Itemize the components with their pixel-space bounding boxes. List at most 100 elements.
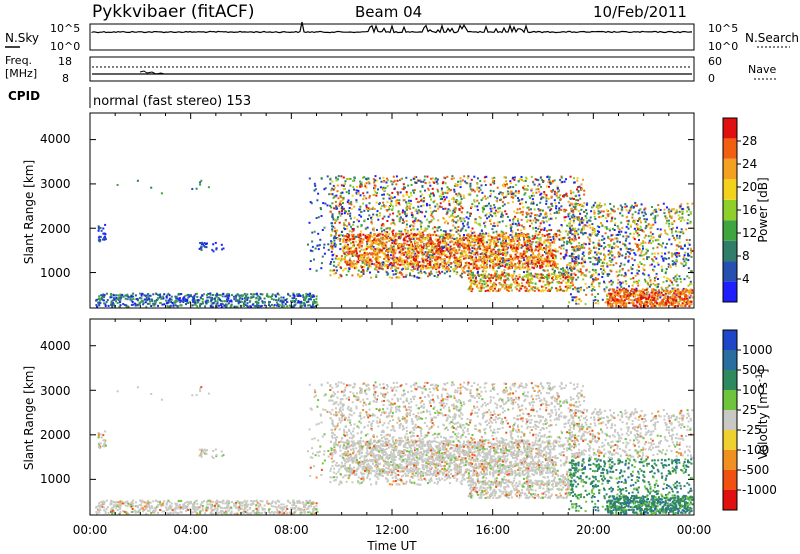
power-point-4408 [464, 250, 467, 253]
power-point-4364 [453, 254, 456, 257]
power-point-3754 [399, 235, 402, 238]
power-point-1102 [405, 215, 408, 218]
power-point-4328 [463, 267, 466, 270]
power-point-3758 [526, 237, 529, 240]
power-point-3597 [382, 236, 384, 239]
power-point-1808 [453, 188, 456, 191]
power-point-2426 [483, 241, 486, 244]
power-point-2740 [405, 208, 408, 211]
power-point-4060 [505, 258, 508, 261]
power-point-3461 [360, 253, 362, 256]
power-point-2607 [417, 219, 420, 222]
power-point-4750 [546, 278, 549, 281]
power-point-4577 [488, 277, 491, 280]
power-point-2248 [577, 257, 580, 260]
power-point-2649 [574, 195, 577, 198]
power-point-2931 [455, 221, 458, 224]
power-point-2845 [499, 207, 501, 210]
power-point-720 [323, 226, 326, 229]
power-point-4937 [596, 230, 599, 233]
power-point-1160 [367, 266, 370, 269]
power-point-4249 [552, 262, 555, 265]
power-point-1961 [579, 270, 582, 273]
power-point-3157 [353, 267, 356, 270]
power-point-4041 [364, 263, 366, 266]
power-point-3149 [494, 250, 497, 253]
power-point-3421 [530, 248, 533, 251]
power-point-4701 [511, 276, 514, 279]
power-point-1817 [408, 196, 411, 198]
power-point-2855 [359, 180, 362, 183]
power-point-3499 [362, 233, 365, 236]
power-point-4051 [430, 242, 432, 245]
power-point-2691 [522, 206, 525, 209]
power-point-2106 [344, 256, 347, 258]
power-point-4637 [472, 276, 475, 279]
power-point-55 [228, 300, 231, 303]
power-point-4368 [344, 235, 347, 237]
power-point-3068 [406, 252, 409, 255]
power-point-4388 [453, 256, 456, 259]
power-point-1896 [380, 207, 382, 210]
power-point-1921 [363, 209, 366, 212]
power-point-2974 [564, 253, 567, 256]
power-point-3192 [435, 247, 438, 250]
power-point-4404 [361, 241, 364, 244]
power-point-2556 [397, 193, 400, 196]
power-point-1104 [532, 181, 535, 184]
power-point-4852 [681, 263, 684, 266]
power-point-1874 [358, 214, 361, 217]
power-point-4064 [418, 239, 421, 242]
power-point-2546 [390, 196, 393, 199]
power-point-3323 [519, 244, 522, 246]
power-point-2603 [367, 177, 370, 180]
power-point-21 [281, 305, 284, 308]
power-point-2865 [532, 227, 535, 230]
power-point-4802 [488, 273, 491, 276]
power-point-2689 [466, 221, 469, 224]
power-point-2295 [409, 225, 412, 228]
power-point-4405 [510, 240, 513, 243]
power-point-1027 [331, 230, 334, 233]
power-point-3694 [429, 260, 431, 263]
power-point-4921 [569, 265, 572, 267]
power-point-322 [275, 301, 278, 304]
power-point-2676 [361, 261, 364, 264]
power-point-4752 [524, 289, 527, 292]
power-point-4090 [445, 235, 448, 238]
power-point-2259 [435, 268, 438, 271]
power-point-901 [350, 200, 353, 203]
power-point-2205 [332, 188, 335, 191]
power-point-635 [170, 295, 173, 298]
power-point-4272 [389, 249, 392, 252]
power-point-432 [194, 293, 197, 296]
power-point-2814 [515, 211, 518, 214]
power-point-1450 [450, 177, 453, 180]
power-point-4502 [472, 281, 475, 284]
power-point-1290 [526, 220, 529, 223]
power-point-2863 [406, 268, 409, 270]
power-point-4232 [491, 259, 494, 261]
power-point-4573 [527, 277, 529, 280]
power-point-2770 [475, 249, 478, 252]
power-point-4034 [385, 250, 388, 252]
power-point-1448 [479, 232, 482, 235]
power-point-261 [217, 296, 220, 299]
power-point-1551 [498, 221, 501, 224]
power-point-4029 [467, 266, 470, 269]
power-point-4238 [422, 257, 425, 260]
power-point-379 [282, 296, 285, 299]
power-point-632 [300, 300, 303, 303]
power-point-2352 [395, 183, 398, 186]
power-point-443 [162, 297, 165, 300]
power-point-4462 [540, 290, 542, 293]
power-point-2128 [464, 229, 467, 232]
power-point-3645 [383, 252, 386, 255]
power-point-2996 [525, 211, 528, 214]
power-point-2397 [386, 209, 389, 212]
power-point-2979 [539, 213, 542, 216]
power-point-3667 [344, 239, 347, 241]
power-point-1183 [485, 175, 488, 178]
power-point-2082 [332, 225, 335, 228]
